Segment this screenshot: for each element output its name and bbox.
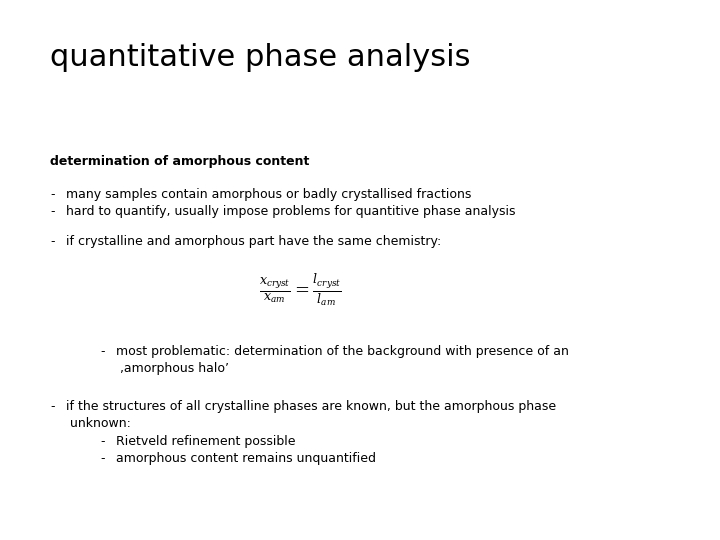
Text: many samples contain amorphous or badly crystallised fractions: many samples contain amorphous or badly …	[66, 188, 472, 201]
Text: if crystalline and amorphous part have the same chemistry:: if crystalline and amorphous part have t…	[66, 235, 441, 248]
Text: hard to quantify, usually impose problems for quantitive phase analysis: hard to quantify, usually impose problem…	[66, 205, 516, 218]
Text: most problematic: determination of the background with presence of an: most problematic: determination of the b…	[116, 345, 569, 358]
Text: -: -	[50, 188, 55, 201]
Text: quantitative phase analysis: quantitative phase analysis	[50, 44, 470, 72]
Text: -: -	[50, 235, 55, 248]
Text: determination of amorphous content: determination of amorphous content	[50, 155, 310, 168]
Text: unknown:: unknown:	[70, 417, 131, 430]
Text: Rietveld refinement possible: Rietveld refinement possible	[116, 435, 295, 448]
Text: amorphous content remains unquantified: amorphous content remains unquantified	[116, 452, 376, 465]
Text: ‚amorphous halo’: ‚amorphous halo’	[120, 362, 229, 375]
Text: -: -	[50, 400, 55, 413]
Text: -: -	[50, 205, 55, 218]
Text: -: -	[100, 452, 104, 465]
Text: if the structures of all crystalline phases are known, but the amorphous phase: if the structures of all crystalline pha…	[66, 400, 556, 413]
Text: $\frac{x_{cryst}}{x_{am}} = \frac{\mathit{l}_{cryst}}{\mathit{l}_{am}}$: $\frac{x_{cryst}}{x_{am}} = \frac{\mathi…	[258, 272, 341, 308]
Text: -: -	[100, 435, 104, 448]
Text: -: -	[100, 345, 104, 358]
